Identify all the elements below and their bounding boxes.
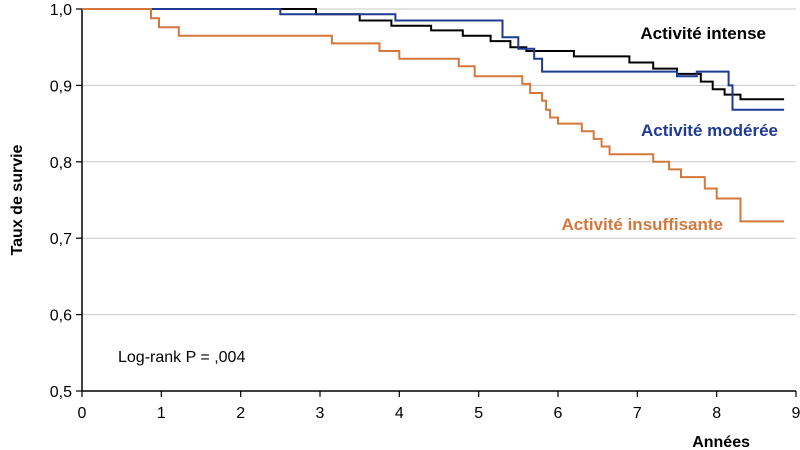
y-tick-label: 0,6 — [50, 308, 72, 325]
logrank-annotation: Log-rank P = ,004 — [118, 349, 245, 366]
series-label-intense: Activité intense — [640, 24, 766, 43]
x-tick-label: 3 — [316, 405, 325, 422]
y-tick-labels: 0,5 0,6 0,7 0,8 0,9 1,0 — [50, 2, 82, 401]
series-line-1 — [82, 8, 785, 111]
x-tick-label: 8 — [712, 405, 721, 422]
y-tick-label: 1,0 — [50, 2, 72, 19]
gridlines — [82, 8, 796, 316]
x-tick-label: 7 — [633, 405, 642, 422]
x-axis-title: Années — [692, 434, 750, 450]
series-label-moderee: Activité modérée — [641, 121, 778, 140]
x-tick-labels: 0 1 2 3 4 5 6 7 8 9 — [78, 391, 800, 422]
series-lines — [82, 8, 785, 223]
series-labels: Activité intense Activité modérée Activi… — [561, 24, 778, 234]
x-tick-label: 5 — [474, 405, 483, 422]
y-tick-label: 0,8 — [50, 155, 72, 172]
y-tick-label: 0,9 — [50, 78, 72, 95]
y-tick-label: 0,7 — [50, 231, 72, 248]
x-tick-label: 1 — [157, 405, 166, 422]
y-axis-title: Taux de survie — [9, 144, 26, 255]
series-line-0 — [82, 8, 785, 101]
series-label-insuffisante: Activité insuffisante — [561, 215, 723, 234]
x-tick-label: 6 — [554, 405, 563, 422]
y-tick-label: 0,5 — [50, 384, 72, 401]
x-tick-label: 2 — [236, 405, 245, 422]
x-tick-label: 4 — [395, 405, 404, 422]
x-tick-label: 9 — [792, 405, 800, 422]
axes — [81, 9, 796, 392]
x-tick-label: 0 — [78, 405, 87, 422]
series-line-2 — [82, 8, 785, 223]
